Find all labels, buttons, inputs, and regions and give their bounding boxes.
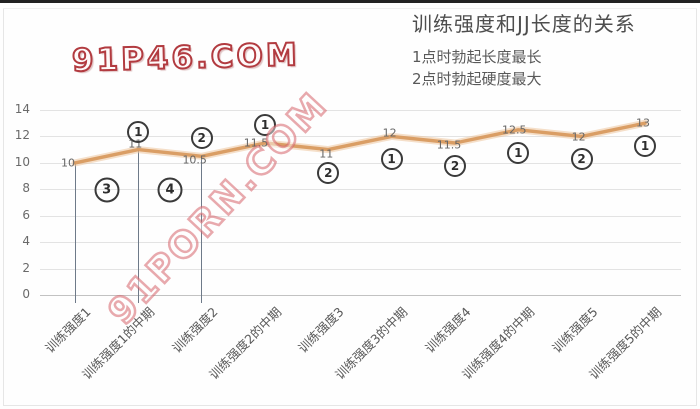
chart-title-block: 训练强度和JJ长度的关系 1点时勃起长度最长 2点时勃起硬度最大: [412, 8, 636, 90]
drop-line: [74, 162, 76, 303]
y-axis-label: 0: [22, 287, 30, 301]
data-label: 12: [571, 130, 586, 144]
circled-annotation: 2: [444, 155, 466, 177]
data-label: 13: [636, 116, 650, 130]
y-axis-label: 10: [14, 154, 30, 169]
top-border-bar: [0, 0, 700, 3]
gridline: [40, 162, 681, 164]
data-label: 11.5: [436, 138, 462, 152]
x-axis-line: [40, 295, 681, 296]
circled-annotation: 2: [190, 127, 213, 150]
frame-border-left: [3, 8, 4, 406]
gridline: [40, 215, 681, 217]
circled-annotation: 1: [507, 141, 530, 164]
line-series: [73, 121, 647, 165]
data-label: 12.5: [502, 123, 527, 137]
circled-annotation: 1: [380, 148, 403, 171]
data-label: 11.5: [243, 136, 269, 150]
gridline: [40, 242, 681, 244]
frame-border-right: [696, 8, 697, 406]
circled-annotation: 1: [127, 120, 150, 143]
data-label: 10.5: [182, 153, 207, 167]
y-axis-label: 2: [22, 260, 30, 275]
frame-border-bottom: [3, 405, 697, 406]
y-axis-label: 14: [14, 102, 30, 116]
y-axis-label: 6: [22, 207, 30, 222]
data-label: 12: [382, 126, 397, 140]
circled-annotation: 1: [254, 114, 276, 136]
drop-line: [201, 156, 203, 303]
gridline: [40, 189, 681, 191]
circled-annotation: 2: [570, 148, 593, 171]
data-label: 10: [61, 156, 75, 170]
watermark-logo: 91P46.COM: [71, 36, 302, 80]
chart-title: 训练强度和JJ长度的关系: [412, 12, 636, 36]
gridline: [40, 268, 681, 270]
circled-annotation: 3: [94, 177, 120, 203]
frame-border-top: [3, 8, 697, 9]
chart-note-2: 2点时勃起硬度最大: [412, 70, 542, 88]
gridline: [40, 110, 681, 111]
circled-annotation: 4: [157, 177, 183, 203]
y-axis-label: 4: [22, 234, 30, 249]
drop-line: [137, 149, 139, 303]
circled-annotation: 2: [317, 161, 340, 184]
y-axis-label: 8: [22, 181, 30, 196]
chart-note-1: 1点时勃起长度最长: [412, 48, 542, 66]
y-axis-label: 12: [14, 128, 30, 143]
circled-annotation: 1: [634, 135, 656, 158]
gridline: [40, 136, 681, 138]
data-label: 11: [319, 147, 334, 161]
